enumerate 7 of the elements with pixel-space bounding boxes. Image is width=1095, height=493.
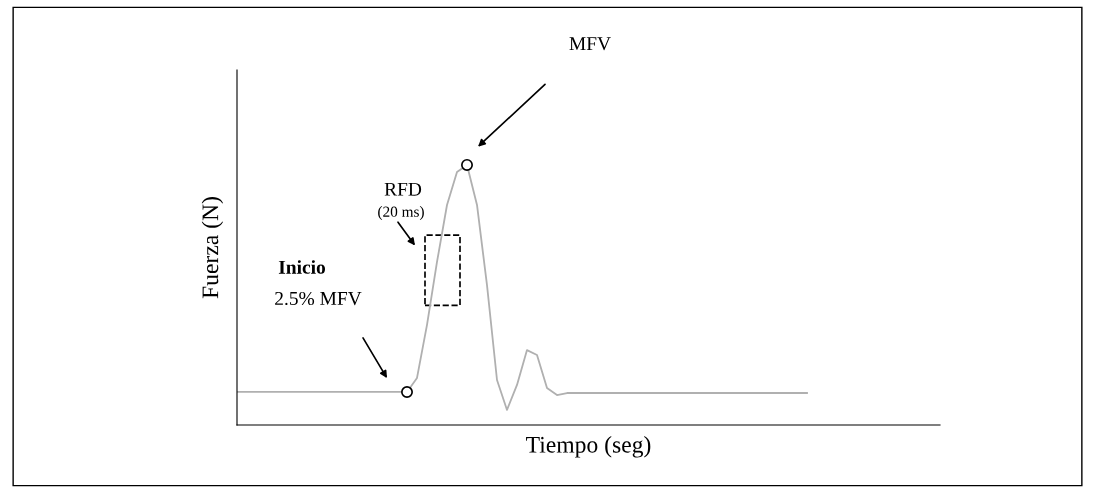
annotation: 2.5% MFV xyxy=(275,291,362,306)
annotation: Inicio xyxy=(278,260,326,274)
annotation: (20 ms) xyxy=(378,206,424,220)
text: MFV xyxy=(569,37,611,51)
annotation: RFD xyxy=(384,182,422,196)
y-axis-title: Fuerza (N) xyxy=(201,197,224,299)
x-axis-title: Tiempo (seg) xyxy=(526,436,651,458)
